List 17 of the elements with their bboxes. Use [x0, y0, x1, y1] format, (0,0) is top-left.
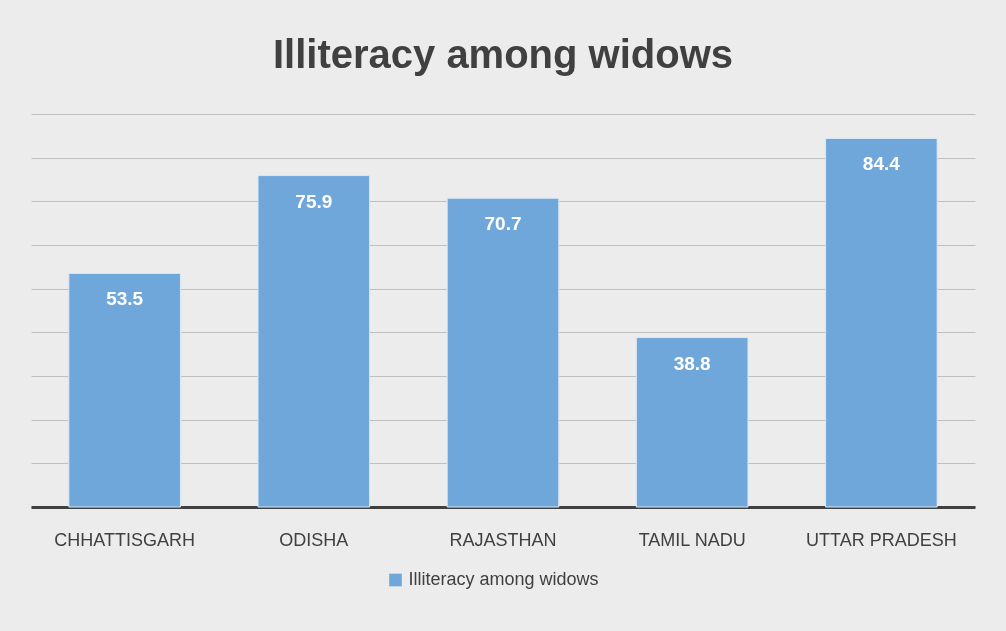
bar: [635, 337, 749, 508]
chart-title: Illiteracy among widows: [272, 32, 734, 76]
bar: [825, 137, 938, 508]
data-label: 70.7: [484, 213, 522, 235]
data-label: 38.8: [673, 352, 711, 374]
bar: [446, 197, 560, 508]
bar: [68, 272, 181, 508]
bar: [257, 175, 371, 508]
x-tick-label: TAMIL NADU: [638, 529, 746, 550]
x-tick-label: CHHATTISGARH: [54, 529, 195, 550]
x-tick-label: ODISHA: [279, 529, 349, 550]
data-label: 75.9: [295, 190, 333, 212]
x-tick-label: UTTAR PRADESH: [806, 529, 957, 550]
data-label: 53.5: [106, 288, 144, 310]
x-tick-label: RAJASTHAN: [449, 529, 557, 550]
legend-label: Illiteracy among widows: [408, 569, 599, 589]
data-label: 84.4: [862, 153, 901, 175]
